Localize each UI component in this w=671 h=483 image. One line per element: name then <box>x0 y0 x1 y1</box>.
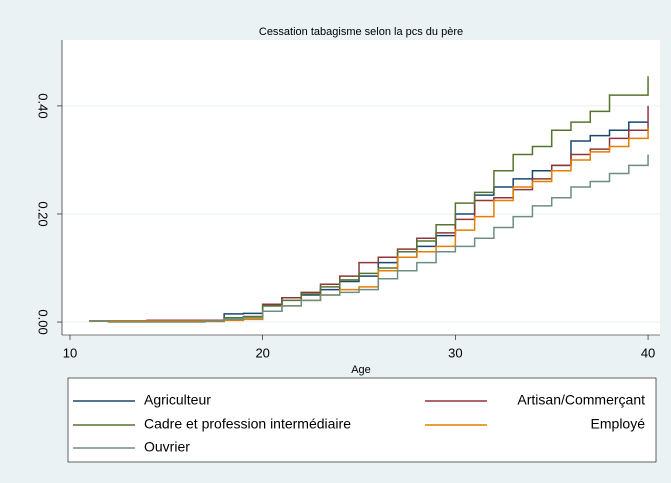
legend-label: Agriculteur <box>144 392 211 408</box>
legend-label: Cadre et profession intermédiaire <box>144 416 351 432</box>
x-tick-label: 20 <box>255 345 269 360</box>
legend-label: Artisan/Commerçant <box>517 392 645 408</box>
x-axis-label: Age <box>351 364 371 376</box>
legend-label: Employé <box>591 416 646 432</box>
x-tick-label: 10 <box>63 345 77 360</box>
chart-title: Cessation tabagisme selon la pcs du père <box>259 26 463 38</box>
x-tick-label: 30 <box>448 345 462 360</box>
step-line <box>89 127 649 322</box>
x-tick-label: 40 <box>641 345 655 360</box>
legend-label: Ouvrier <box>144 439 190 455</box>
legend <box>67 377 657 463</box>
y-tick-label: 0.00 <box>36 309 51 334</box>
plot-area <box>62 40 660 335</box>
y-tick-label: 0.40 <box>36 93 51 118</box>
step-line <box>89 154 649 323</box>
y-tick-label: 0.20 <box>36 201 51 226</box>
